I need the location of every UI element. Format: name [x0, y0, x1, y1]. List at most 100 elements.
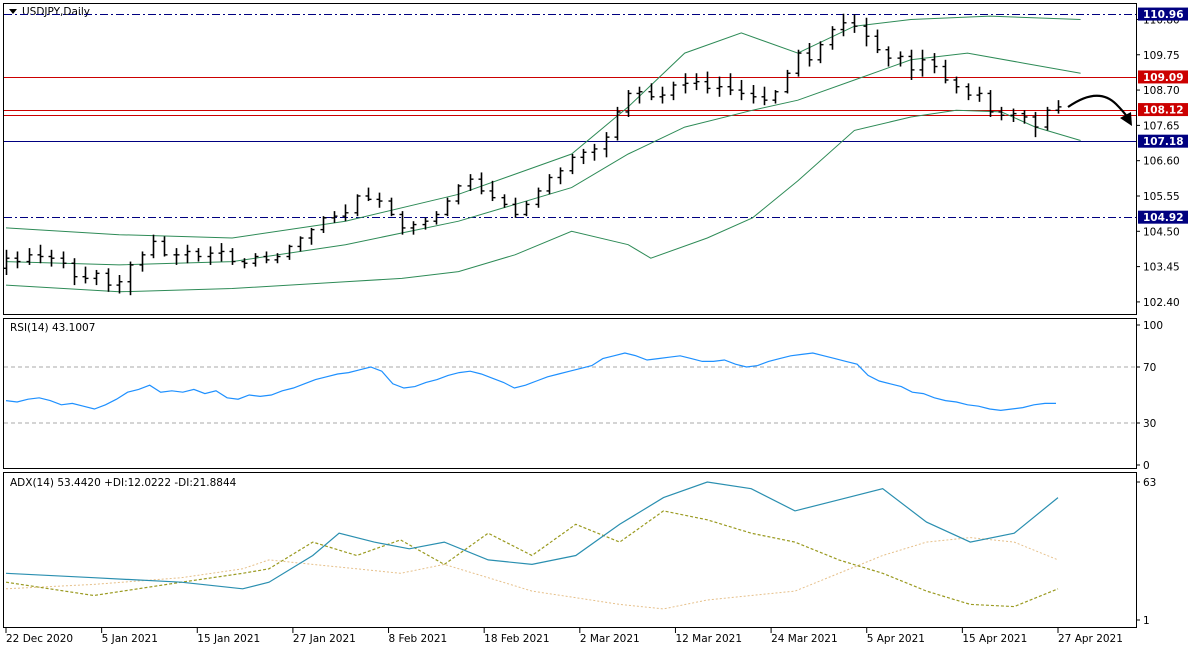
price-bar — [817, 41, 824, 64]
price-bar — [693, 73, 700, 91]
price-bar — [229, 248, 236, 265]
price-bar — [139, 251, 146, 272]
price-bar — [3, 249, 10, 276]
price-bar — [433, 211, 440, 225]
rsi-tick-label: 100 — [1143, 320, 1163, 332]
rsi-tick-label: 30 — [1143, 418, 1156, 430]
level-tag-label: 109.09 — [1143, 72, 1184, 84]
price-bar — [908, 49, 915, 80]
time-axis: 22 Dec 2020 5 Jan 2021 15 Jan 2021 27 Jan 2… — [5, 628, 1123, 645]
rsi-tick-label: 0 — [1143, 460, 1150, 472]
adx-line — [5, 481, 1059, 590]
price-bar — [93, 269, 100, 286]
adx-plot — [5, 481, 1059, 610]
price-panel — [3, 3, 1137, 315]
price-bar — [399, 211, 406, 235]
price-bar — [648, 83, 655, 101]
price-bar — [682, 73, 689, 94]
price-bar — [105, 268, 112, 292]
price-bar — [535, 187, 542, 208]
price-bar — [422, 217, 429, 230]
price-bar — [614, 106, 621, 141]
price-tick-label: 104.50 — [1143, 226, 1180, 238]
price-bar — [919, 49, 926, 77]
price-bar — [784, 69, 791, 94]
price-bar — [874, 29, 881, 54]
time-tick-label: 24 Mar 2021 — [771, 633, 838, 645]
price-bar — [840, 13, 847, 37]
level-tags: 110.96 109.09 108.12 107.18 104.92 — [1138, 7, 1188, 224]
price-bar — [931, 53, 938, 74]
price-bar — [998, 106, 1005, 121]
price-bar — [82, 266, 89, 284]
price-tick-label: 109.75 — [1143, 50, 1180, 62]
chart-title: USDJPY,Daily — [22, 6, 90, 18]
time-tick-label: 8 Feb 2021 — [389, 633, 448, 645]
time-tick-label: 27 Jan 2021 — [293, 633, 356, 645]
rsi-plot — [4, 352, 1136, 424]
price-bar — [716, 76, 723, 97]
price-bar — [659, 86, 666, 104]
price-bar — [467, 174, 474, 191]
price-bar — [320, 216, 327, 233]
price-bar — [1055, 100, 1062, 114]
adx-axis: 63 1 — [1136, 477, 1156, 627]
time-tick-label: 5 Jan 2021 — [102, 633, 158, 645]
adx-label: ADX(14) 53.4420 +DI:12.0222 -DI:21.8844 — [10, 477, 237, 489]
time-tick-label: 18 Feb 2021 — [484, 633, 549, 645]
price-tick-label: 103.45 — [1143, 262, 1180, 274]
price-bar — [580, 148, 587, 165]
level-tag — [1138, 210, 1188, 224]
price-bar — [489, 180, 496, 202]
price-bar — [263, 251, 270, 264]
price-bar — [354, 194, 361, 217]
price-bar — [241, 258, 248, 269]
price-bar — [1044, 106, 1051, 131]
time-tick-label: 5 Apr 2021 — [867, 633, 925, 645]
price-bar — [274, 253, 281, 264]
level-tag-label: 108.12 — [1143, 105, 1184, 117]
price-tick-label: 102.40 — [1143, 297, 1180, 309]
price-bar — [772, 90, 779, 104]
price-bar — [670, 81, 677, 101]
price-tick-label: 108.70 — [1143, 85, 1180, 97]
level-tag-label: 110.96 — [1143, 9, 1184, 21]
price-bar — [965, 83, 972, 101]
price-bar — [953, 76, 960, 94]
price-bar — [795, 49, 802, 77]
price-bar — [14, 251, 21, 269]
price-bar — [806, 42, 813, 67]
level-tag — [1138, 134, 1188, 148]
price-bar — [546, 174, 553, 195]
price-bar — [750, 85, 757, 104]
rsi-label: RSI(14) 43.1007 — [10, 322, 95, 334]
price-bar — [195, 248, 202, 262]
price-bar — [331, 211, 338, 223]
price-bar — [851, 14, 858, 33]
price-bar — [501, 194, 508, 208]
price-bar — [444, 197, 451, 217]
price-bar — [388, 197, 395, 217]
level-tag-label: 107.18 — [1143, 136, 1184, 148]
dropdown-triangle-icon[interactable] — [9, 9, 17, 14]
price-bar — [173, 248, 180, 265]
price-bar — [557, 167, 564, 185]
level-tag — [1138, 70, 1188, 84]
price-bar — [987, 90, 994, 117]
price-tick-label: 105.55 — [1143, 191, 1180, 203]
rsi-axis: 100 70 30 0 — [1136, 320, 1163, 472]
price-bar — [150, 234, 157, 259]
price-bar — [342, 204, 349, 222]
time-tick-label: 22 Dec 2020 — [6, 633, 73, 645]
price-bar — [591, 143, 598, 161]
price-bar — [60, 251, 67, 269]
level-tag-label: 104.92 — [1143, 212, 1184, 224]
rsi-panel — [3, 318, 1137, 469]
minus-di-line — [5, 537, 1059, 610]
price-bar — [127, 261, 134, 296]
price-bar — [207, 246, 214, 265]
price-bar — [761, 86, 768, 106]
adx-panel — [3, 472, 1137, 628]
price-bar — [184, 244, 191, 264]
rsi-tick-label: 70 — [1143, 362, 1156, 374]
